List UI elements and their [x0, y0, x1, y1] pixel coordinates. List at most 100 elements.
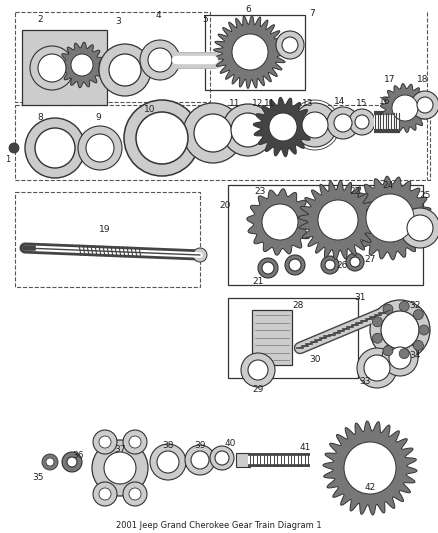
Circle shape	[282, 37, 298, 53]
Circle shape	[419, 325, 429, 335]
Circle shape	[262, 262, 274, 274]
Text: 3: 3	[115, 18, 121, 27]
Text: 2: 2	[37, 15, 43, 25]
Circle shape	[355, 115, 369, 129]
Circle shape	[370, 300, 430, 360]
Circle shape	[372, 317, 382, 327]
Circle shape	[140, 40, 180, 80]
Polygon shape	[253, 98, 313, 157]
Circle shape	[364, 355, 390, 381]
Bar	[205, 15, 305, 90]
Circle shape	[215, 451, 229, 465]
Circle shape	[240, 42, 260, 62]
Circle shape	[417, 97, 433, 113]
Circle shape	[148, 48, 172, 72]
Circle shape	[289, 259, 301, 271]
Bar	[15, 192, 200, 287]
Circle shape	[389, 347, 411, 369]
Text: 33: 33	[359, 377, 371, 386]
Text: 20: 20	[219, 200, 231, 209]
Circle shape	[413, 310, 424, 320]
Circle shape	[372, 333, 382, 343]
Circle shape	[30, 46, 74, 90]
Circle shape	[67, 457, 77, 467]
Text: 10: 10	[144, 106, 156, 115]
Text: 34: 34	[410, 351, 420, 359]
Circle shape	[86, 134, 114, 162]
Circle shape	[327, 107, 359, 139]
Circle shape	[399, 349, 409, 359]
Circle shape	[400, 208, 438, 248]
Bar	[228, 185, 423, 285]
Circle shape	[150, 444, 186, 480]
Circle shape	[42, 454, 58, 470]
Polygon shape	[214, 15, 286, 88]
Circle shape	[321, 256, 339, 274]
Circle shape	[92, 440, 148, 496]
Text: 35: 35	[32, 473, 44, 482]
Text: 24: 24	[382, 182, 394, 190]
Text: 11: 11	[264, 99, 276, 108]
Circle shape	[276, 31, 304, 59]
Text: 16: 16	[379, 98, 391, 107]
Circle shape	[25, 118, 85, 178]
Text: 18: 18	[417, 76, 429, 85]
Text: 23: 23	[254, 188, 266, 197]
Text: 22: 22	[350, 188, 360, 197]
Text: 14: 14	[334, 98, 346, 107]
Circle shape	[99, 44, 151, 96]
Circle shape	[318, 200, 358, 240]
Text: 6: 6	[245, 5, 251, 14]
Text: 26: 26	[336, 261, 348, 270]
Bar	[15, 105, 430, 180]
Bar	[22, 30, 107, 105]
Text: 11: 11	[229, 99, 241, 108]
Text: 41: 41	[299, 442, 311, 451]
Circle shape	[99, 488, 111, 500]
Polygon shape	[381, 84, 429, 132]
Circle shape	[381, 311, 419, 349]
Circle shape	[136, 112, 188, 164]
Circle shape	[344, 442, 396, 494]
Circle shape	[129, 488, 141, 500]
Circle shape	[346, 253, 364, 271]
Circle shape	[183, 103, 243, 163]
Circle shape	[293, 103, 337, 147]
Polygon shape	[323, 421, 417, 515]
Circle shape	[285, 255, 305, 275]
Circle shape	[129, 436, 141, 448]
Circle shape	[269, 113, 297, 141]
Text: 12: 12	[252, 99, 264, 108]
Circle shape	[334, 114, 352, 132]
Circle shape	[222, 104, 274, 156]
Circle shape	[109, 54, 141, 86]
Text: 1: 1	[5, 156, 11, 165]
Circle shape	[262, 204, 298, 240]
Text: 28: 28	[292, 301, 304, 310]
Text: 8: 8	[37, 114, 43, 123]
Circle shape	[78, 126, 122, 170]
Circle shape	[350, 257, 360, 267]
Text: 15: 15	[356, 99, 368, 108]
Text: 29: 29	[252, 385, 264, 394]
Text: 2001 Jeep Grand Cherokee Gear Train Diagram 1: 2001 Jeep Grand Cherokee Gear Train Diag…	[116, 521, 322, 530]
Circle shape	[93, 430, 117, 454]
Text: 32: 32	[410, 301, 420, 310]
Text: 17: 17	[384, 76, 396, 85]
Circle shape	[231, 113, 265, 147]
Text: 31: 31	[354, 294, 366, 303]
Circle shape	[392, 95, 418, 121]
Circle shape	[38, 54, 66, 82]
Text: 19: 19	[99, 225, 111, 235]
Circle shape	[383, 304, 393, 314]
Polygon shape	[298, 180, 378, 260]
Text: 21: 21	[252, 278, 264, 287]
Text: 36: 36	[72, 450, 84, 459]
Bar	[236, 453, 250, 467]
Circle shape	[99, 436, 111, 448]
Circle shape	[399, 301, 409, 311]
Circle shape	[123, 430, 147, 454]
Circle shape	[124, 100, 200, 176]
Text: 7: 7	[309, 10, 315, 19]
Circle shape	[383, 346, 393, 356]
